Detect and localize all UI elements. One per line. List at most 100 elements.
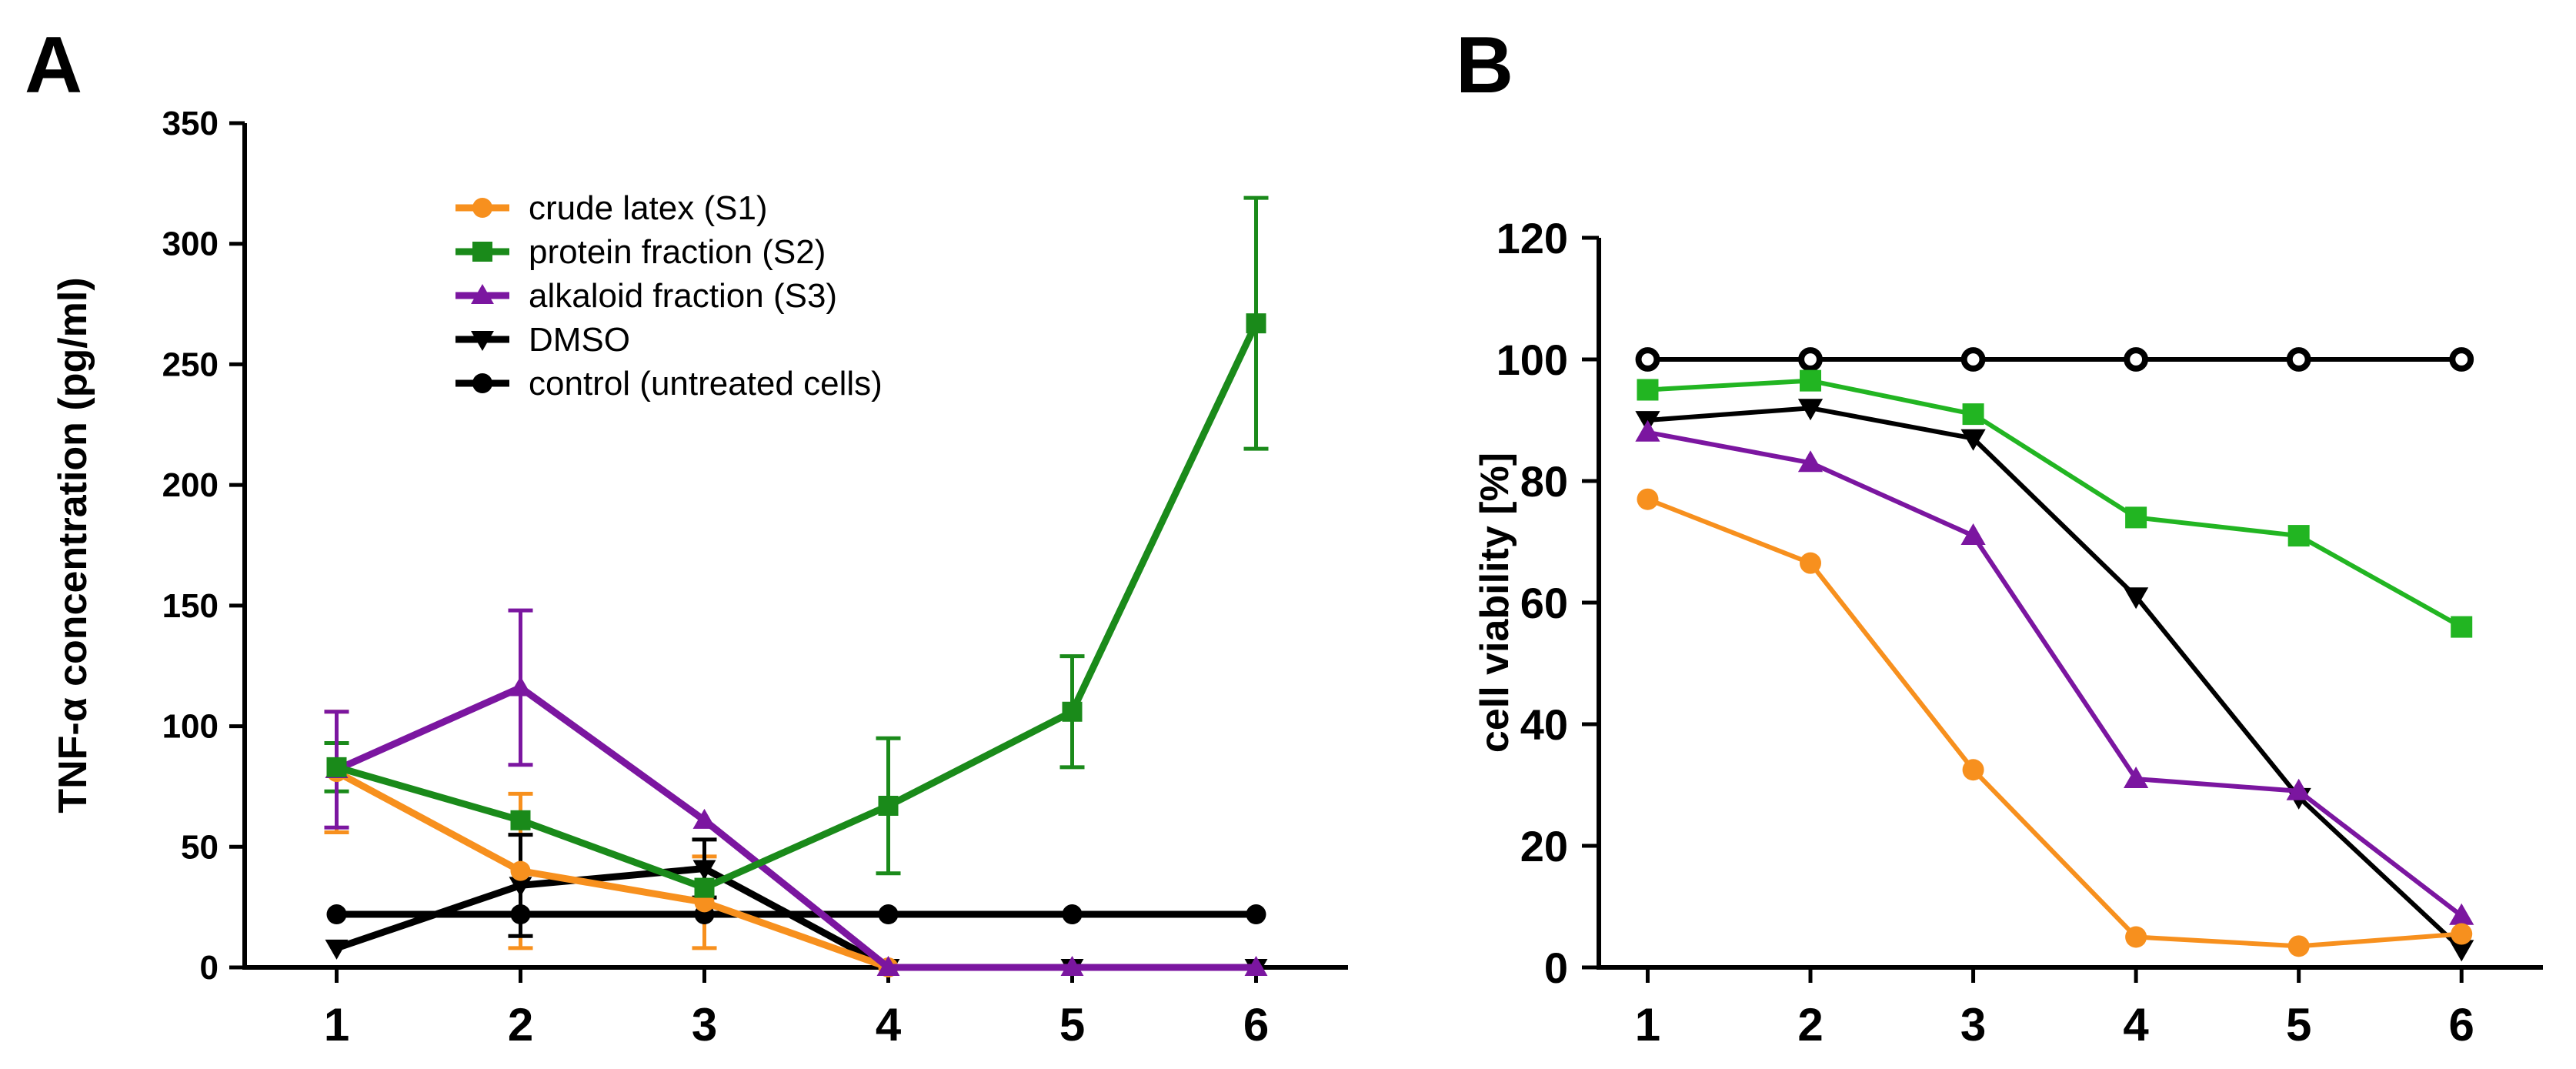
data-point	[1962, 403, 1984, 426]
data-point	[1060, 956, 1084, 977]
data-point	[1800, 552, 1822, 574]
x-tick-label: 1	[1635, 999, 1660, 1051]
data-point	[2124, 767, 2149, 788]
data-point	[694, 877, 715, 898]
data-point	[692, 808, 716, 829]
data-point	[2124, 347, 2149, 372]
data-point	[326, 757, 347, 777]
data-point	[2286, 778, 2311, 800]
data-point	[509, 877, 532, 897]
data-point	[2125, 926, 2147, 948]
data-point	[692, 860, 716, 880]
x-tick-label: 3	[1960, 999, 1986, 1051]
y-tick-label: 150	[162, 587, 219, 625]
legend-label: alkaloid fraction (S3)	[529, 277, 837, 315]
data-point	[1062, 701, 1083, 722]
legend-label: protein fraction (S2)	[529, 233, 826, 271]
data-point	[510, 810, 531, 830]
data-point	[878, 796, 899, 817]
y-axis-title: cell viability [%]	[1473, 453, 1517, 753]
data-point	[1635, 347, 1660, 372]
x-tick-label: 4	[876, 999, 902, 1051]
x-tick-label: 2	[1797, 999, 1823, 1051]
panel-label-a: A	[25, 21, 82, 110]
y-tick-label: 200	[162, 466, 219, 504]
series-line	[335, 864, 1256, 971]
data-point	[1962, 759, 1984, 781]
data-point	[1800, 369, 1822, 392]
legend-marker	[472, 242, 492, 262]
legend-label: crude latex (S1)	[529, 189, 768, 227]
data-point	[1960, 523, 1986, 545]
y-tick-label: 60	[1520, 579, 1568, 627]
data-point	[2449, 347, 2474, 372]
data-point	[1246, 313, 1266, 334]
data-point	[1637, 488, 1659, 510]
data-point	[2286, 347, 2311, 372]
chart-panel-b: 0 20 40 60 80 100 120 1 2 3 4 5 6 cell viability [%]	[1473, 214, 2543, 1051]
y-tick-label: 250	[162, 346, 219, 383]
data-point	[1960, 347, 1986, 372]
x-tick-label: 4	[2123, 999, 2149, 1051]
y-tick-label: 100	[162, 708, 219, 746]
y-tick-label: 20	[1520, 822, 1568, 870]
data-point	[2124, 587, 2149, 610]
x-tick-label: 1	[324, 999, 349, 1051]
data-point	[2449, 940, 2474, 962]
series-line	[1647, 429, 2464, 918]
data-point	[2125, 506, 2147, 529]
data-point	[325, 939, 349, 960]
data-point	[510, 904, 531, 925]
data-point	[326, 904, 347, 925]
y-tick-label: 80	[1520, 457, 1568, 506]
legend-marker	[471, 330, 494, 351]
series-line	[335, 683, 1256, 971]
series-line	[1647, 378, 2463, 630]
data-point	[2451, 616, 2473, 638]
data-point	[1244, 956, 1268, 977]
data-point	[1797, 450, 1824, 473]
data-point	[2449, 903, 2474, 925]
data-point	[1062, 904, 1083, 925]
data-point	[1960, 429, 1986, 451]
y-tick-label: 300	[162, 225, 219, 263]
data-point	[878, 904, 899, 925]
y-tick-label: 0	[1544, 944, 1568, 992]
data-point	[2287, 935, 2310, 957]
y-tick-label: 100	[1497, 336, 1568, 384]
x-tick-label: 3	[692, 999, 717, 1051]
y-axis-title: TNF-α concentration (pg/ml)	[51, 277, 95, 813]
legend-marker	[472, 373, 492, 393]
legend-label: control (untreated cells)	[529, 365, 883, 403]
y-tick-label: 40	[1520, 700, 1568, 749]
legend-marker	[472, 198, 492, 218]
chart-panel-a: 0 50 100 150 200 250 300 350 1 2 3 4 5 6 TNF-α concent…	[51, 105, 1348, 1051]
legend-label: DMSO	[529, 321, 630, 359]
y-tick-label: 50	[181, 828, 219, 866]
data-point	[876, 956, 900, 977]
series-line	[1647, 406, 2464, 951]
data-point	[510, 860, 531, 881]
series-line	[1647, 496, 2462, 949]
panel-label-b: B	[1456, 21, 1513, 110]
legend-marker	[471, 284, 494, 305]
data-point	[1797, 399, 1824, 421]
y-tick-label: 120	[1497, 214, 1568, 262]
series-line	[335, 769, 890, 971]
data-point	[1246, 904, 1266, 925]
data-point	[1798, 347, 1823, 372]
x-tick-label: 2	[508, 999, 533, 1051]
data-point	[2287, 525, 2310, 547]
x-tick-label: 5	[1059, 999, 1085, 1051]
data-point	[1635, 419, 1660, 442]
y-tick-label: 0	[200, 949, 219, 987]
x-tick-label: 6	[2449, 999, 2474, 1051]
data-point	[509, 676, 532, 697]
series-line	[335, 322, 1260, 892]
x-tick-label: 6	[1243, 999, 1269, 1051]
y-tick-label: 350	[162, 105, 219, 142]
data-point	[2451, 923, 2473, 945]
x-tick-label: 5	[2286, 999, 2311, 1051]
data-point	[1637, 379, 1659, 401]
